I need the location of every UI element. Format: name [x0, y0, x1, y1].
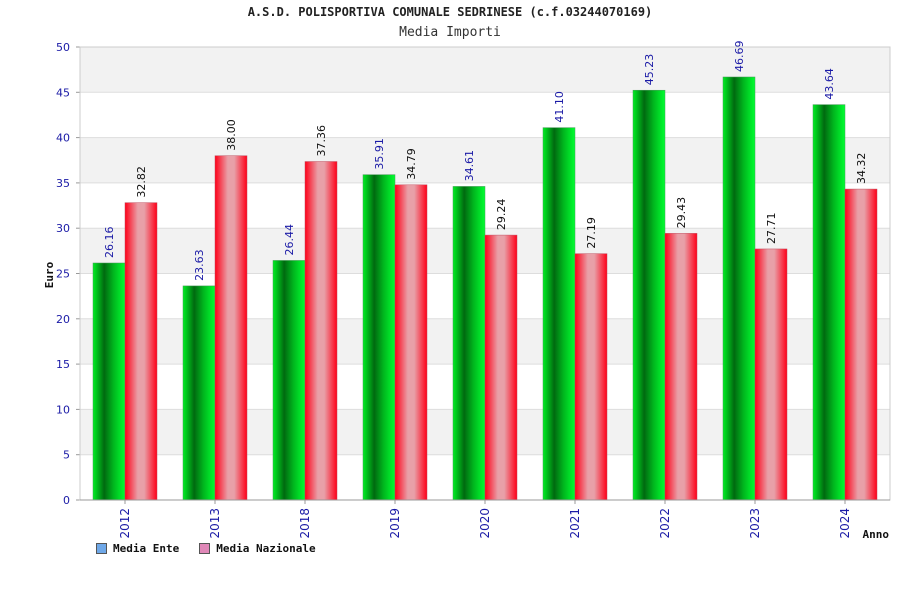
chart-title: A.S.D. POLISPORTIVA COMUNALE SEDRINESE (…: [247, 5, 653, 19]
y-tick-label: 0: [63, 494, 70, 507]
data-label-media-nazionale-2020: 29.24: [495, 199, 508, 231]
y-axis-label: Euro: [43, 261, 56, 288]
data-label-media-nazionale-2022: 29.43: [675, 197, 688, 229]
grid-band: [80, 137, 890, 183]
data-label-media-nazionale-2021: 27.19: [585, 217, 598, 249]
x-tick-label: 2024: [838, 508, 852, 539]
legend-swatch-media-ente: [96, 543, 107, 554]
bar-media-nazionale-2019: [394, 184, 428, 501]
bar-media-ente-2012: [92, 262, 126, 501]
x-tick-label: 2020: [478, 508, 492, 539]
x-tick-label: 2022: [658, 508, 672, 539]
bar-media-ente-2024: [812, 104, 846, 501]
x-tick-label: 2012: [118, 508, 132, 539]
bar-media-ente-2022: [632, 89, 666, 501]
data-label-media-nazionale-2023: 27.71: [765, 212, 778, 244]
data-label-media-ente-2023: 46.69: [733, 40, 746, 72]
data-label-media-ente-2013: 23.63: [193, 249, 206, 281]
x-tick-label: 2021: [568, 508, 582, 539]
x-tick-label: 2023: [748, 508, 762, 539]
legend-label-media-nazionale: Media Nazionale: [216, 542, 316, 555]
data-label-media-nazionale-2018: 37.36: [315, 125, 328, 157]
legend-label-media-ente: Media Ente: [113, 542, 180, 555]
bar-media-nazionale-2020: [484, 234, 518, 501]
y-tick-label: 40: [56, 132, 70, 145]
data-label-media-nazionale-2012: 32.82: [135, 166, 148, 198]
data-label-media-ente-2024: 43.64: [823, 68, 836, 100]
bar-media-nazionale-2012: [124, 202, 158, 501]
y-tick-label: 30: [56, 222, 70, 235]
chart-subtitle: Media Importi: [399, 25, 501, 40]
legend: Media Ente Media Nazionale: [96, 542, 316, 555]
data-label-media-ente-2020: 34.61: [463, 150, 476, 182]
bar-media-nazionale-2023: [754, 248, 788, 501]
data-label-media-nazionale-2019: 34.79: [405, 148, 418, 180]
grid-band: [80, 92, 890, 138]
data-label-media-ente-2022: 45.23: [643, 54, 656, 86]
bar-media-nazionale-2013: [214, 155, 248, 501]
data-label-media-ente-2021: 41.10: [553, 91, 566, 123]
grid-band: [80, 47, 890, 93]
x-tick-label: 2013: [208, 508, 222, 539]
bar-media-ente-2013: [182, 285, 216, 501]
y-tick-label: 20: [56, 313, 70, 326]
data-label-media-ente-2018: 26.44: [283, 224, 296, 256]
y-tick-label: 45: [56, 86, 70, 99]
data-label-media-nazionale-2013: 38.00: [225, 119, 238, 151]
y-tick-label: 35: [56, 177, 70, 190]
legend-item-media-nazionale: Media Nazionale: [199, 542, 316, 555]
bar-media-nazionale-2018: [304, 161, 338, 501]
bar-media-nazionale-2024: [844, 188, 878, 501]
y-tick-label: 50: [56, 41, 70, 54]
bar-media-ente-2018: [272, 260, 306, 501]
x-tick-label: 2018: [298, 508, 312, 539]
bar-media-ente-2021: [542, 127, 576, 501]
bar-media-ente-2019: [362, 174, 396, 501]
y-tick-label: 25: [56, 268, 70, 281]
data-label-media-nazionale-2024: 34.32: [855, 153, 868, 185]
bar-media-ente-2023: [722, 76, 756, 501]
legend-item-media-ente: Media Ente: [96, 542, 179, 555]
legend-swatch-media-nazionale: [199, 543, 211, 554]
y-tick-label: 10: [56, 403, 70, 416]
bar-media-nazionale-2021: [574, 253, 608, 501]
x-tick-label: 2019: [388, 508, 402, 539]
y-tick-label: 5: [63, 449, 70, 462]
data-label-media-ente-2019: 35.91: [373, 138, 386, 170]
bar-media-ente-2020: [452, 186, 486, 501]
data-label-media-ente-2012: 26.16: [103, 226, 116, 258]
bar-media-nazionale-2022: [664, 233, 698, 501]
x-axis-label: Anno: [863, 528, 890, 541]
y-tick-label: 15: [56, 358, 70, 371]
